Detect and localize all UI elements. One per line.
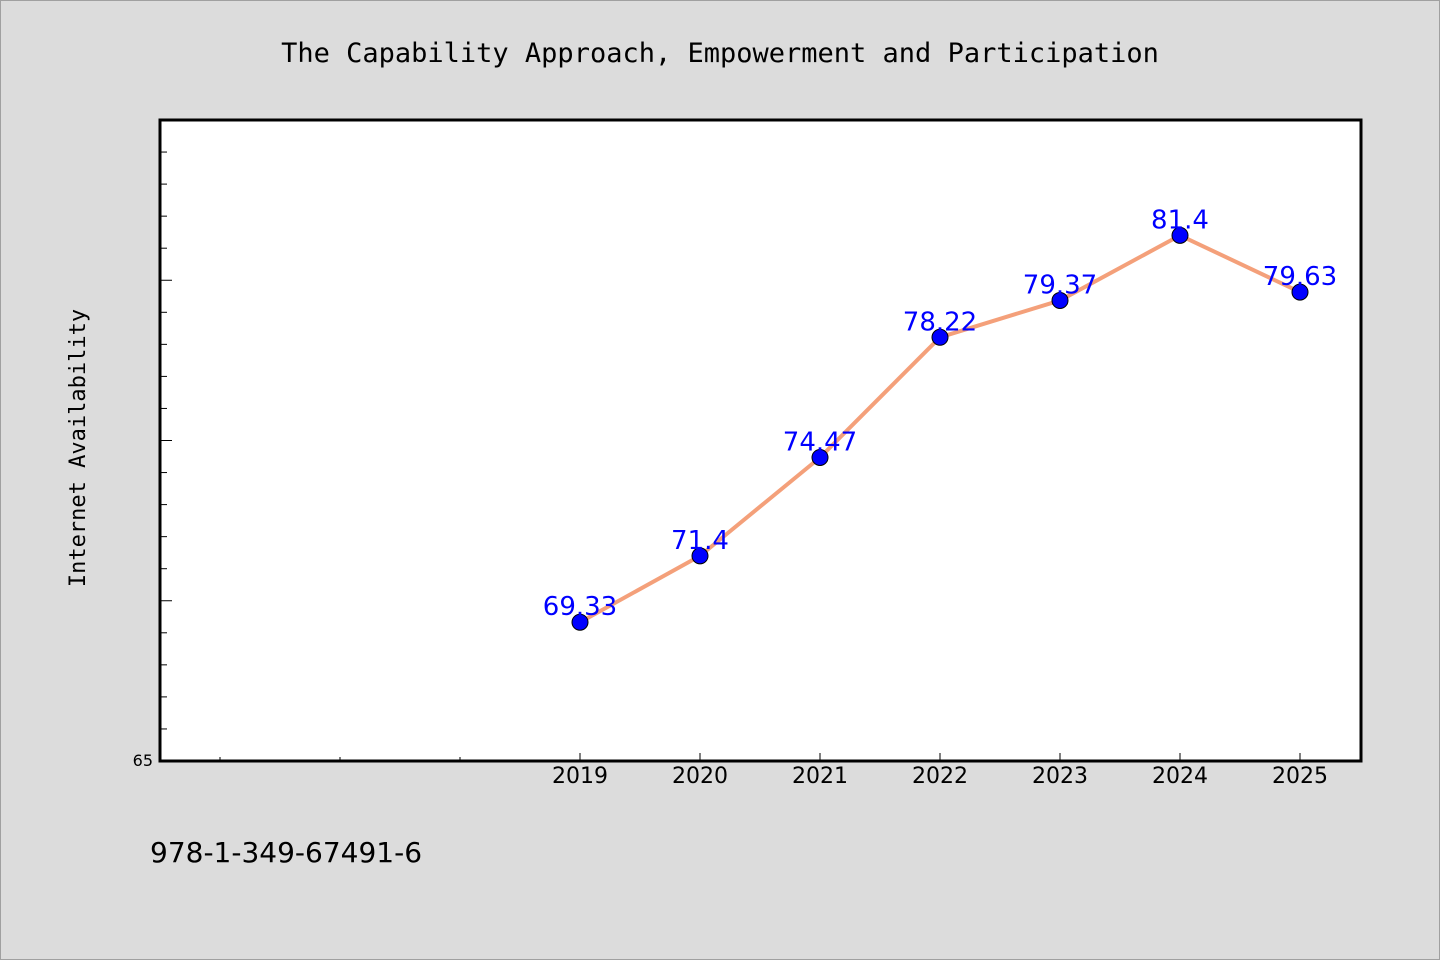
data-label: 78.22 [903, 307, 977, 337]
footer-isbn: 978-1-349-67491-6 [150, 836, 422, 869]
x-tick-label: 2021 [792, 764, 848, 789]
chart-title: The Capability Approach, Empowerment and… [281, 38, 1159, 69]
data-label: 79.37 [1023, 270, 1097, 300]
data-point [811, 448, 829, 466]
data-label: 71.4 [671, 526, 729, 556]
x-tick-label: 2023 [1032, 764, 1088, 789]
x-tick-label: 2022 [912, 764, 968, 789]
x-tick-label: 2024 [1152, 764, 1208, 789]
x-axis-tick-labels: 2019 2020 2021 2022 2023 2024 2025 [552, 764, 1328, 789]
data-label: 81.4 [1151, 205, 1209, 235]
data-markers [571, 226, 1309, 631]
data-labels: 69.33 71.4 74.47 78.22 79.37 81.4 79.63 [543, 205, 1337, 622]
x-tick-label: 2019 [552, 764, 608, 789]
y-axis-ticks [160, 119, 172, 762]
data-point [931, 328, 949, 346]
plot-area [158, 118, 1363, 763]
data-point [1051, 291, 1069, 309]
x-axis-ticks [219, 753, 1301, 761]
data-point [571, 613, 589, 631]
data-point [1171, 226, 1189, 244]
x-tick-label: 2025 [1272, 764, 1328, 789]
data-label: 74.47 [783, 427, 857, 457]
x-tick-label: 2020 [672, 764, 728, 789]
data-label: 79.63 [1263, 262, 1337, 292]
data-label: 69.33 [543, 592, 617, 622]
y-axis-label: Internet Availability [66, 309, 91, 587]
data-point [1291, 283, 1309, 301]
y-axis-min-label: 65 [133, 751, 153, 770]
data-point [691, 547, 709, 565]
